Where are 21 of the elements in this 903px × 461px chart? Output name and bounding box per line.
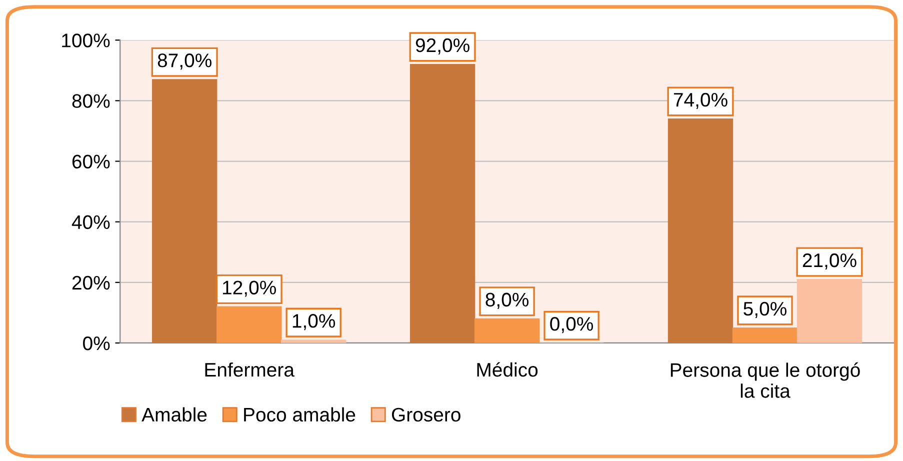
data-label: 21,0% [802,253,856,270]
legend-label: Grosero [392,408,460,422]
x-tick-label: Médico [477,362,538,377]
y-tick-label: 80% [72,94,110,108]
data-label: 92,0% [416,38,470,54]
data-label: 74,0% [674,92,728,109]
y-tick-label: 60% [72,154,110,168]
data-label: 1,0% [292,314,336,330]
y-tick-label: 20% [72,276,110,290]
y-tick-label: 100% [62,34,110,48]
data-label: 0,0% [550,317,593,334]
data-label: 8,0% [486,292,529,309]
data-label: 87,0% [158,54,212,70]
legend-label: Poco amable [244,407,356,422]
y-tick-label: 40% [72,215,110,230]
y-tick-label: 0% [83,336,110,350]
x-tick-label: Persona que le otorgó la cita [670,362,860,398]
x-tick-label: Enfermera [205,362,294,377]
data-label: 5,0% [744,302,786,318]
legend-label: Amable [142,407,207,422]
data-label: 12,0% [222,280,276,297]
